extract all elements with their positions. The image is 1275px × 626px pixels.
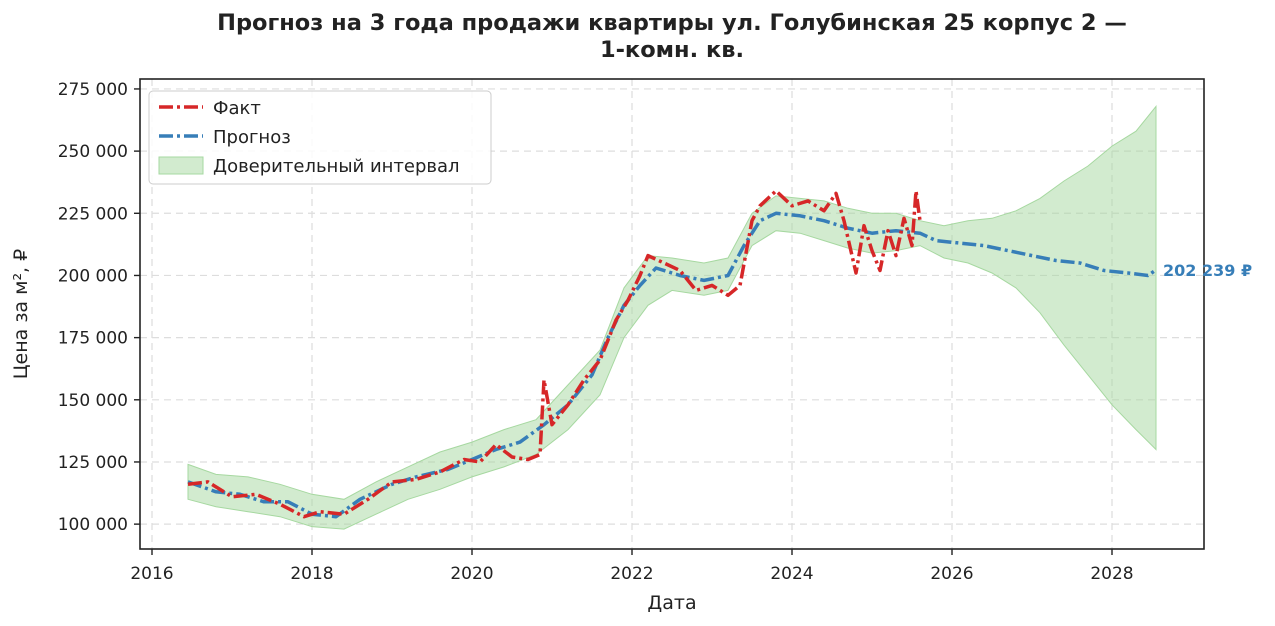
y-tick-label: 150 000 (58, 391, 128, 411)
plot-frame (139, 78, 1205, 550)
y-tick-label: 100 000 (58, 515, 128, 535)
y-tick-label: 250 000 (58, 142, 128, 162)
series-fact-line (187, 189, 922, 519)
legend-ci-label: Доверительный интервал (213, 156, 460, 177)
legend: Факт Прогноз Доверительный интервал (148, 90, 492, 185)
y-tick-label: 175 000 (58, 329, 128, 349)
y-tick-label: 275 000 (58, 80, 128, 100)
confidence-band-layer (187, 104, 1157, 530)
chart-title-line2: 1-комн. кв. (599, 37, 745, 63)
chart-title-line1: Прогноз на 3 года продажи квартиры ул. Г… (217, 10, 1127, 36)
confidence-band (187, 104, 1157, 530)
y-tick-label: 125 000 (58, 453, 128, 473)
x-axis-label: Дата (647, 592, 696, 614)
legend-fact-label: Факт (213, 98, 261, 119)
x-tick-label: 2024 (770, 564, 813, 584)
axis-ticks: 2016 2018 2020 2022 2024 2026 2028 100 000 125 0… (58, 80, 1134, 584)
y-tick-label: 225 000 (58, 204, 128, 224)
y-axis-label: Цена за м², ₽ (10, 249, 32, 379)
legend-forecast-label: Прогноз (213, 127, 291, 148)
series-layer (187, 189, 1158, 519)
y-tick-label: 200 000 (58, 266, 128, 286)
x-tick-label: 2018 (290, 564, 333, 584)
end-value-annotation: 202 239 ₽ (1163, 261, 1252, 280)
x-tick-label: 2028 (1090, 564, 1133, 584)
x-tick-label: 2016 (130, 564, 173, 584)
legend-box (148, 90, 492, 185)
x-tick-label: 2020 (450, 564, 493, 584)
x-tick-label: 2022 (610, 564, 653, 584)
x-tick-label: 2026 (930, 564, 973, 584)
chart-title: Прогноз на 3 года продажи квартиры ул. Г… (140, 10, 1204, 64)
legend-ci-swatch (158, 156, 204, 175)
